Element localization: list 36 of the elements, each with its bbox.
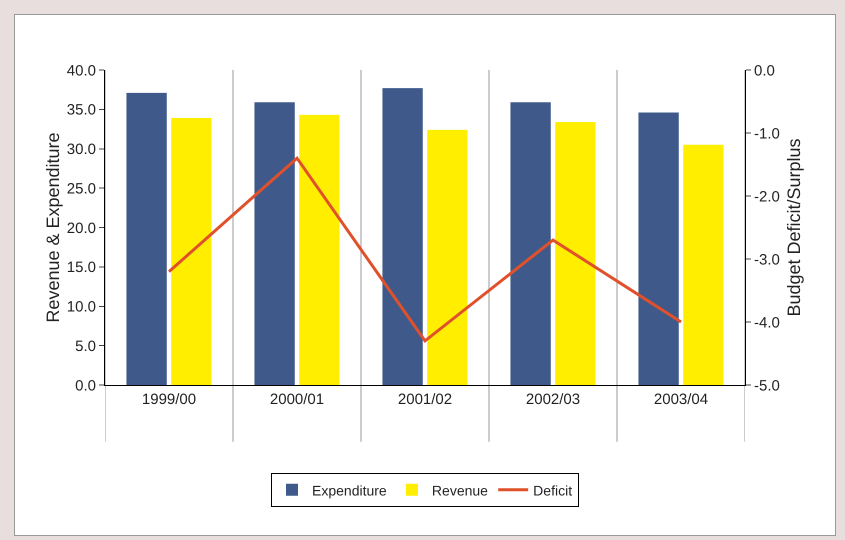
bar (638, 112, 679, 385)
y2-tick-label: -5.0 (754, 377, 780, 394)
x-tick-label: 1999/00 (142, 391, 196, 408)
y-tick-label: 15.0 (66, 259, 96, 276)
x-tick-label: 2002/03 (526, 391, 580, 408)
y-tick-label: 10.0 (66, 298, 96, 316)
x-tick-label: 2000/01 (270, 391, 324, 408)
y-tick-label: 0.0 (75, 377, 96, 394)
bar (254, 102, 295, 385)
bar (683, 144, 724, 385)
bar (382, 88, 423, 385)
line-series (168, 156, 682, 342)
y2-tick-label: 0.0 (754, 62, 775, 80)
y2-tick-label: -1.0 (754, 125, 780, 142)
bar (171, 118, 212, 385)
bar (126, 92, 167, 385)
y-axis-title: Revenue & Expenditure (43, 132, 63, 323)
bar (510, 102, 551, 385)
y-tick-label: 20.0 (66, 220, 96, 237)
y-tick-label: 5.0 (75, 338, 96, 355)
legend-label: Deficit (533, 482, 572, 498)
bar (299, 114, 340, 385)
y-tick-label: 35.0 (66, 102, 96, 119)
bar (555, 122, 596, 385)
x-tick-label: 2003/04 (654, 391, 708, 408)
y-tick-label: 40.0 (66, 62, 96, 80)
y-tick-label: 25.0 (66, 180, 96, 198)
bar (427, 130, 468, 385)
y2-tick-label: -2.0 (754, 188, 780, 206)
y2-axis-title: Budget Deficit/Surplus (784, 138, 804, 317)
y-tick-label: 30.0 (66, 141, 96, 158)
legend-label: Expenditure (312, 482, 387, 498)
y2-tick-label: -4.0 (754, 314, 780, 332)
legend-label: Revenue (432, 482, 488, 498)
x-tick-label: 2001/02 (398, 391, 452, 408)
y2-tick-label: -3.0 (754, 251, 780, 268)
